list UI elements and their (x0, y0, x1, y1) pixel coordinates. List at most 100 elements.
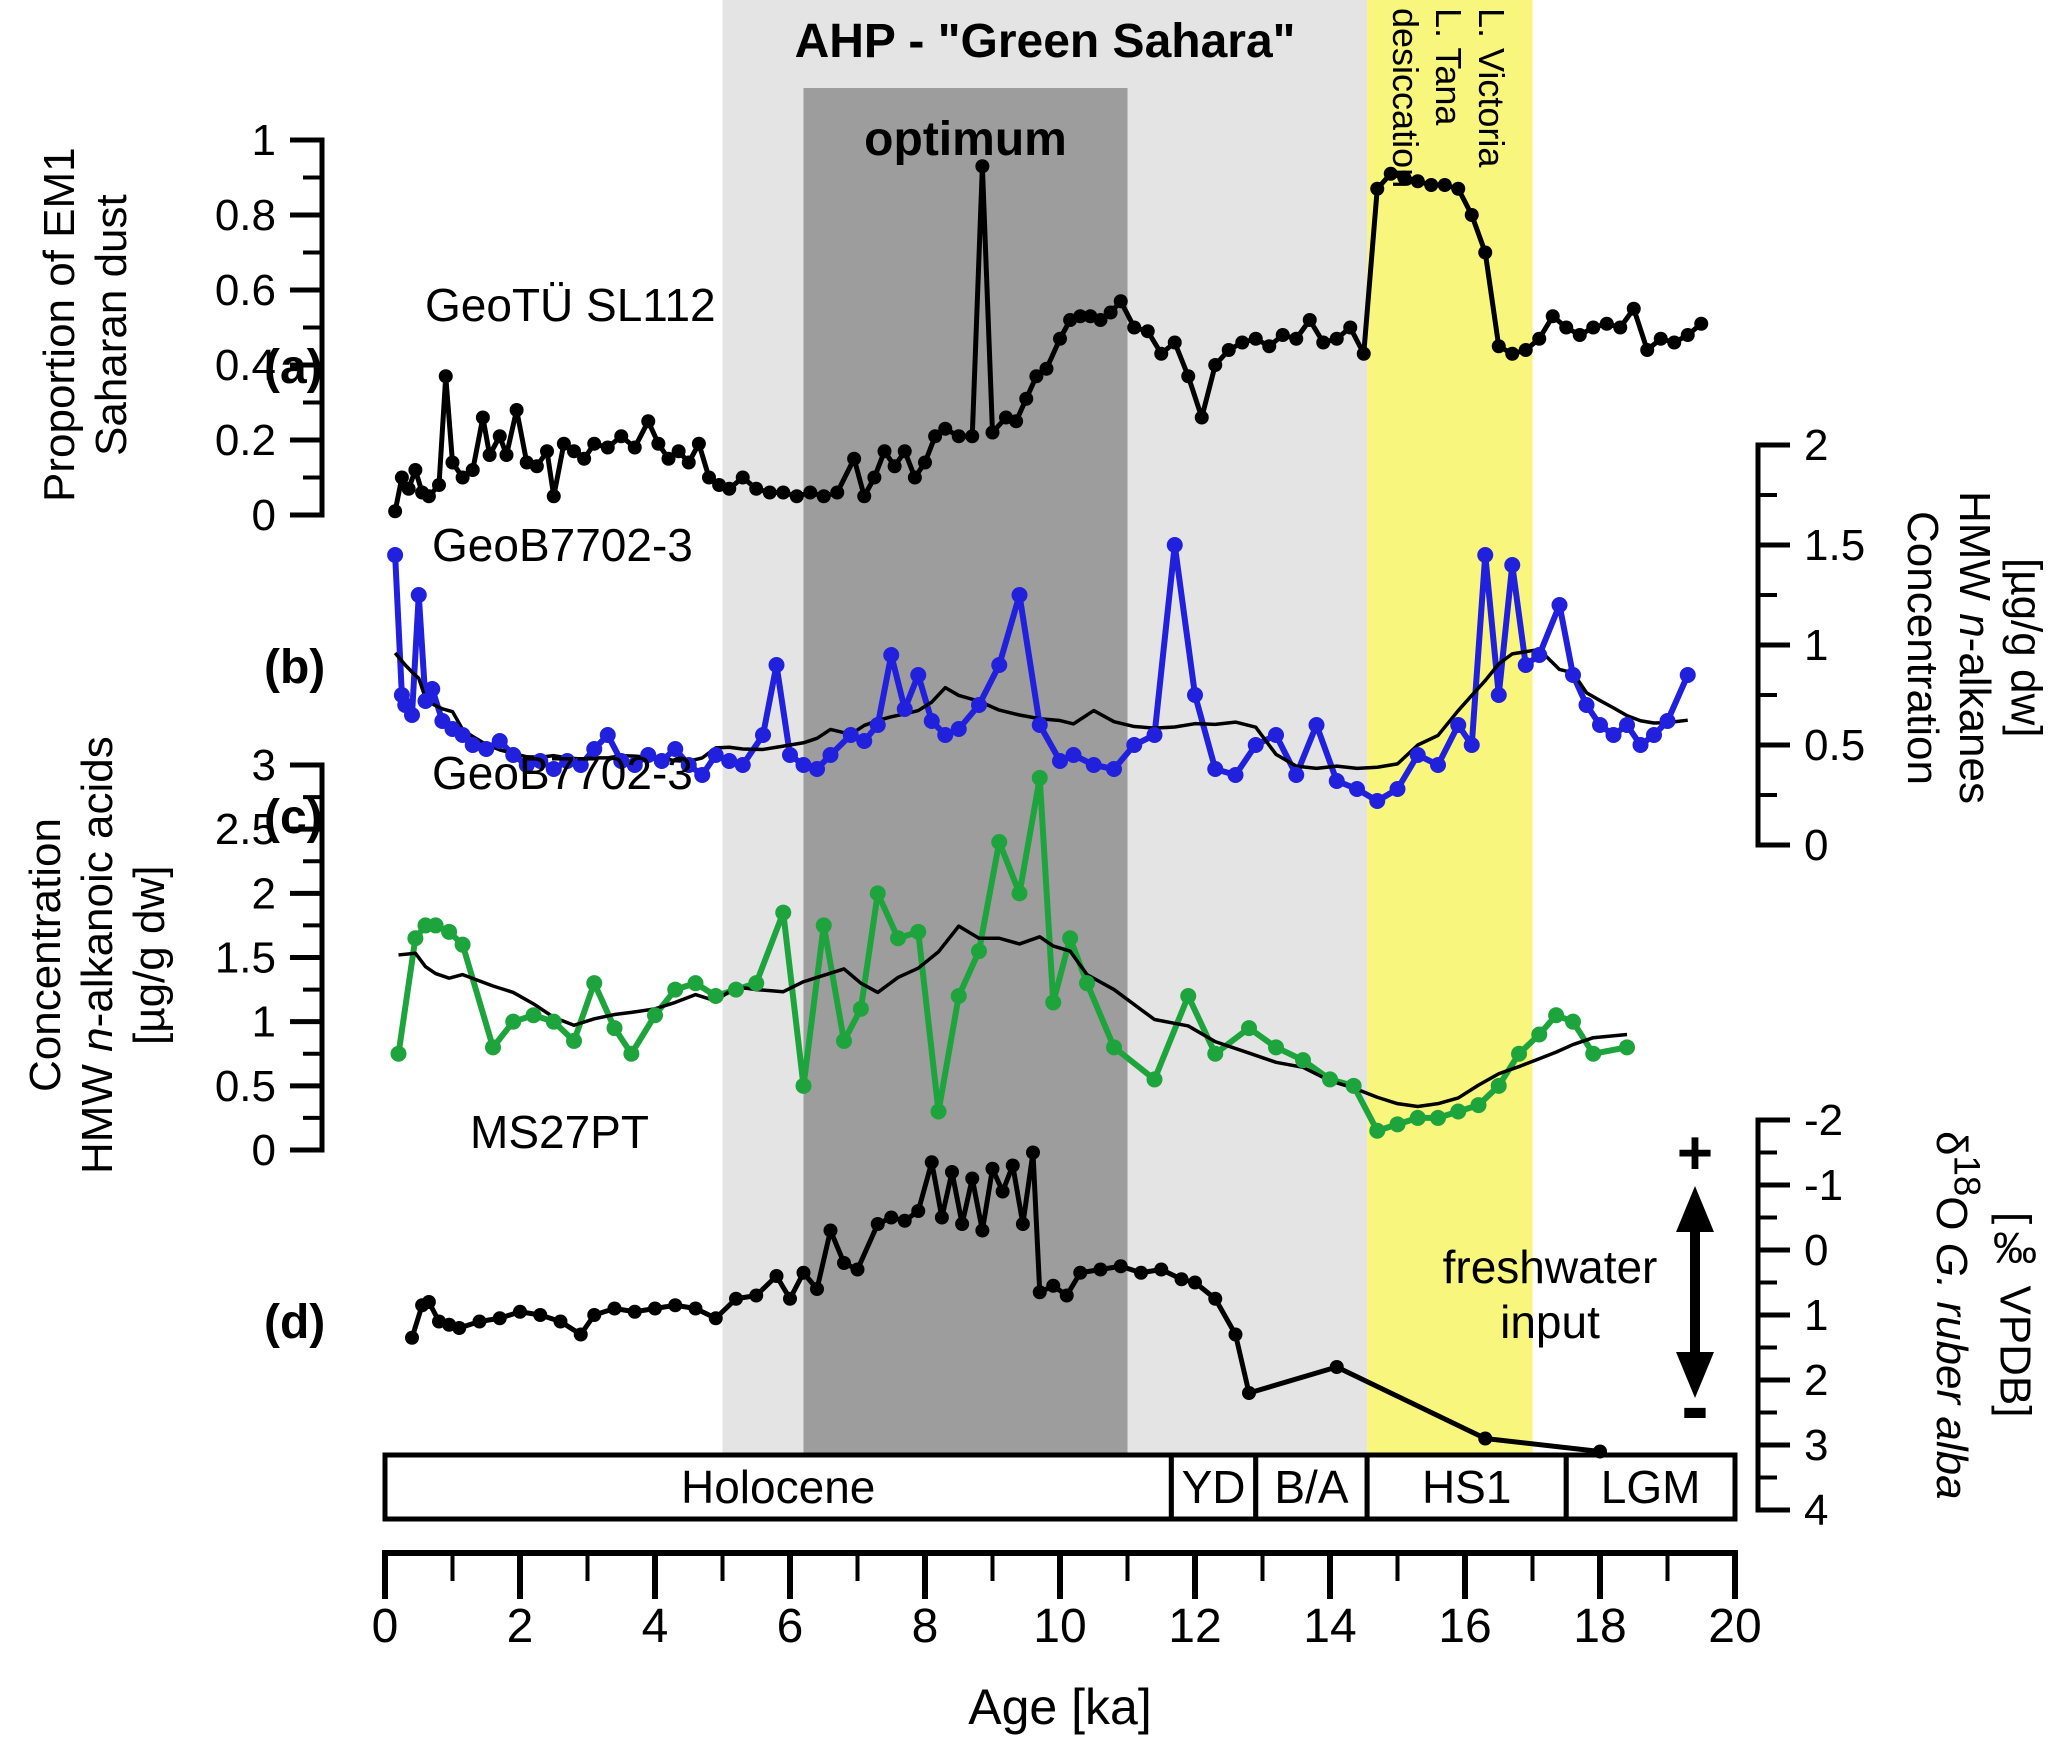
series-d-marker (749, 1288, 764, 1303)
series-b-marker (1308, 717, 1325, 733)
series-a-marker (1478, 245, 1493, 260)
series-c-marker (1369, 1122, 1386, 1139)
series-a-marker (1464, 208, 1479, 222)
series-c-marker (1031, 769, 1048, 786)
series-c-marker (1548, 1007, 1565, 1024)
epoch-label-YD: YD (1182, 1461, 1246, 1513)
series-b-marker (1207, 761, 1224, 777)
series-c-marker (586, 975, 603, 992)
series-a-marker (1073, 309, 1088, 324)
series-a-marker (1221, 343, 1236, 357)
series-d-marker (553, 1314, 568, 1329)
series-c-marker (407, 930, 424, 947)
delta-symbol: δ (1926, 1130, 1976, 1156)
series-c-marker (1146, 1071, 1163, 1088)
series-d-marker (405, 1330, 419, 1345)
series-a-marker (661, 451, 676, 466)
x-tick-label: 0 (372, 1600, 399, 1653)
isotope-18: 18 (1946, 1155, 1988, 1196)
band-desiccation (1367, 0, 1533, 1455)
lake-tana-label: L. Tana (1428, 8, 1469, 126)
series-a-marker (1093, 313, 1108, 327)
series-a-marker (1019, 391, 1034, 406)
series-c-marker (1585, 1045, 1602, 1062)
series-d-marker (911, 1204, 926, 1218)
series-a-marker (749, 481, 764, 496)
axis-c-tick-label: 0 (252, 1126, 276, 1175)
series-b-marker (1031, 717, 1048, 733)
series-a-marker (1103, 305, 1118, 320)
series-b-marker (923, 713, 940, 729)
axis-a-tick-label: 0 (252, 491, 276, 540)
series-d-marker (708, 1311, 723, 1326)
series-b-marker (640, 747, 657, 763)
series-b-trend-line (393, 647, 1688, 771)
axis-d-title: δ18O G. ruber alba [‰ VPDB] (1925, 1070, 2040, 1560)
series-b-marker (1463, 737, 1480, 753)
axis-d-tick-label: -2 (1804, 1096, 1843, 1145)
series-a-marker (1437, 178, 1452, 192)
series-d-marker (627, 1304, 642, 1319)
series-a-marker (867, 470, 882, 485)
series-a-marker (1113, 294, 1128, 309)
series-a-marker (1613, 320, 1628, 335)
series-a-marker (1302, 313, 1317, 327)
series-a-marker (1039, 361, 1054, 376)
series-b-marker (883, 647, 900, 663)
series-a-marker (509, 403, 524, 417)
arrow-head-down (1676, 1352, 1714, 1398)
series-b-marker (896, 701, 913, 717)
series-c-marker (545, 1013, 562, 1030)
series-c-marker (1389, 1116, 1406, 1133)
series-a-marker (432, 478, 446, 492)
series-a-marker (1127, 320, 1142, 335)
series-a-marker (1262, 339, 1277, 354)
series-d-marker (769, 1269, 784, 1283)
series-a-marker (492, 429, 507, 444)
series-a-marker (1572, 328, 1587, 342)
series-d-marker (1032, 1285, 1047, 1300)
axis-b-tick-label: 0.5 (1804, 721, 1865, 770)
series-c-marker (441, 923, 458, 940)
series-c-marker (1268, 1039, 1284, 1056)
series-b-marker (910, 667, 927, 683)
series-b-marker (1369, 793, 1386, 809)
series-b-marker (667, 741, 684, 757)
x-tick-label: 8 (912, 1600, 939, 1653)
series-b-marker (1247, 737, 1264, 753)
axis-d-tick-label: 2 (1804, 1356, 1828, 1405)
series-b-marker (971, 697, 987, 713)
series-c-marker (1106, 1039, 1122, 1056)
series-d-marker (668, 1298, 683, 1313)
series-d-marker (1174, 1272, 1189, 1287)
series-a-marker (394, 470, 409, 485)
series-b-marker (1659, 713, 1676, 729)
series-b (387, 537, 1696, 809)
panel-b-letter: (b) (264, 641, 326, 694)
axis-d: -2 -1 0 1 2 3 4 (1755, 1096, 1843, 1535)
series-c-marker (606, 1020, 623, 1037)
series-a-marker (1680, 328, 1695, 342)
axis-b-title-line2: HMW n-alkanes (1948, 390, 2000, 905)
series-a-marker (907, 470, 922, 485)
series-b-marker (1106, 761, 1122, 777)
species-name: G. ruber alba (1926, 1242, 1976, 1500)
minus-sign: - (1681, 1359, 1709, 1453)
series-b-label: GeoB7702-3 (432, 519, 693, 571)
series-c-marker (647, 1007, 663, 1024)
series-a-marker (1424, 178, 1439, 192)
desiccation-label: desiccation (1385, 8, 1426, 189)
axis-a-tick-label: 1 (252, 116, 276, 165)
axis-a-title-line1: Proportion of EM1 (35, 147, 84, 503)
series-a-marker (1029, 369, 1044, 384)
series-b-marker (1227, 767, 1244, 783)
series-b-marker (1328, 773, 1345, 789)
series-a-marker (1586, 320, 1601, 335)
optimum-label: optimum (864, 113, 1067, 166)
x-tick-label: 20 (1708, 1600, 1761, 1653)
series-b-marker (599, 727, 616, 743)
series-b-marker (454, 727, 471, 743)
series-c-marker (1470, 1097, 1487, 1114)
series-a-marker (1559, 320, 1574, 335)
axis-b-title-line1: Concentration (1897, 510, 1947, 785)
